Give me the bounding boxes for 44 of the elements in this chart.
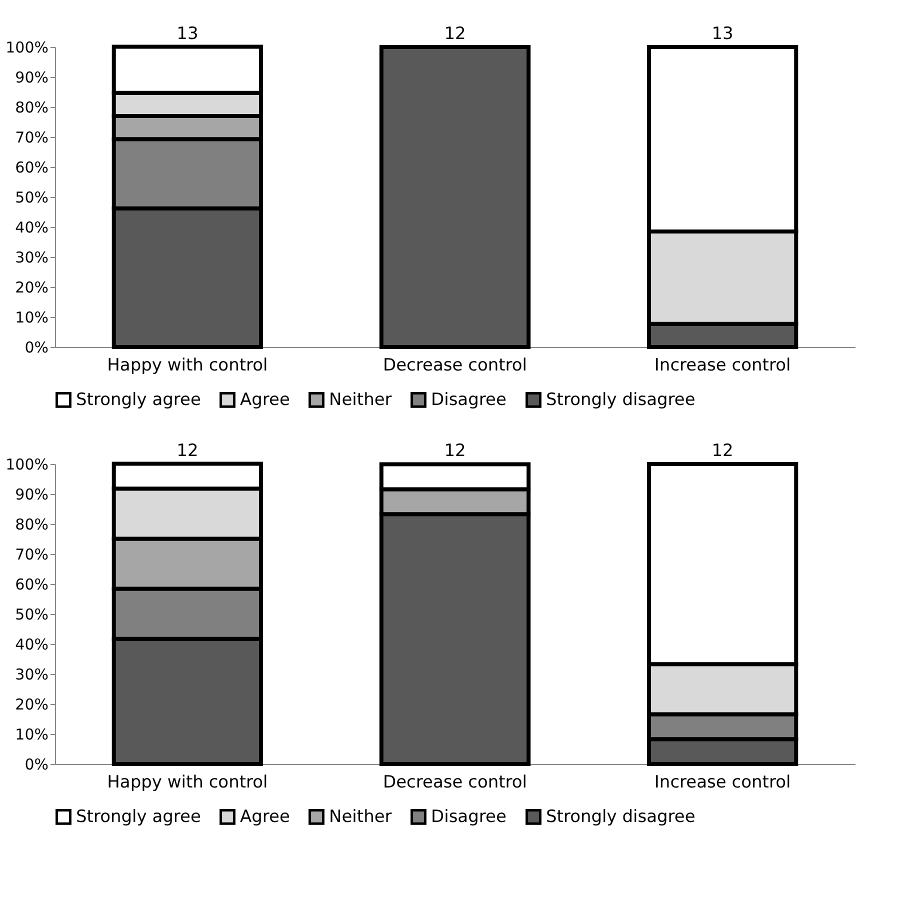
legend-label: Strongly agree (76, 806, 201, 827)
y-tick-label: 80% (15, 98, 48, 116)
y-tick-label: 0% (24, 338, 48, 356)
legend-label: Disagree (431, 806, 506, 827)
y-tick-label: 60% (15, 576, 48, 594)
y-tick-label: 10% (15, 726, 48, 744)
legend-label: Agree (240, 390, 290, 410)
annotation: 12 (712, 441, 734, 461)
legend-label: Strongly disagree (546, 806, 696, 827)
y-tick-label: 50% (15, 188, 48, 206)
y-tick-label: 90% (15, 486, 48, 504)
y-tick-label: 60% (15, 158, 48, 176)
y-tick-label: 70% (15, 128, 48, 146)
x-tick-label: Decrease control (382, 356, 528, 376)
x-tick-label: Increase control (654, 356, 791, 376)
y-tick-label: 10% (15, 308, 48, 326)
annotation: 12 (444, 24, 466, 44)
legend-label: Disagree (431, 390, 506, 410)
y-tick-label: 40% (15, 636, 48, 654)
legend-label: Neither (329, 806, 392, 827)
annotation: 13 (176, 24, 198, 44)
x-tick-label: Happy with control (107, 772, 268, 792)
x-tick-label: Increase control (654, 772, 791, 792)
legend-label: Strongly agree (76, 390, 201, 410)
y-tick-label: 70% (15, 546, 48, 564)
legend-label: Agree (240, 806, 290, 827)
annotation: 12 (176, 441, 198, 461)
y-tick-label: 30% (15, 666, 48, 684)
y-tick-label: 20% (15, 278, 48, 296)
y-tick-label: 100% (6, 38, 48, 56)
y-tick-label: 90% (15, 68, 48, 86)
y-tick-label: 50% (15, 606, 48, 624)
annotation: 13 (712, 24, 734, 44)
annotation: 12 (444, 441, 466, 461)
x-tick-label: Decrease control (382, 772, 528, 792)
x-tick-label: Happy with control (107, 356, 268, 376)
y-tick-label: 0% (24, 756, 48, 774)
y-tick-label: 30% (15, 248, 48, 266)
y-tick-label: 40% (15, 218, 48, 236)
y-tick-label: 80% (15, 516, 48, 534)
y-tick-label: 20% (15, 696, 48, 714)
y-tick-label: 100% (6, 456, 48, 474)
legend-label: Neither (329, 390, 392, 410)
legend-label: Strongly disagree (546, 390, 696, 410)
